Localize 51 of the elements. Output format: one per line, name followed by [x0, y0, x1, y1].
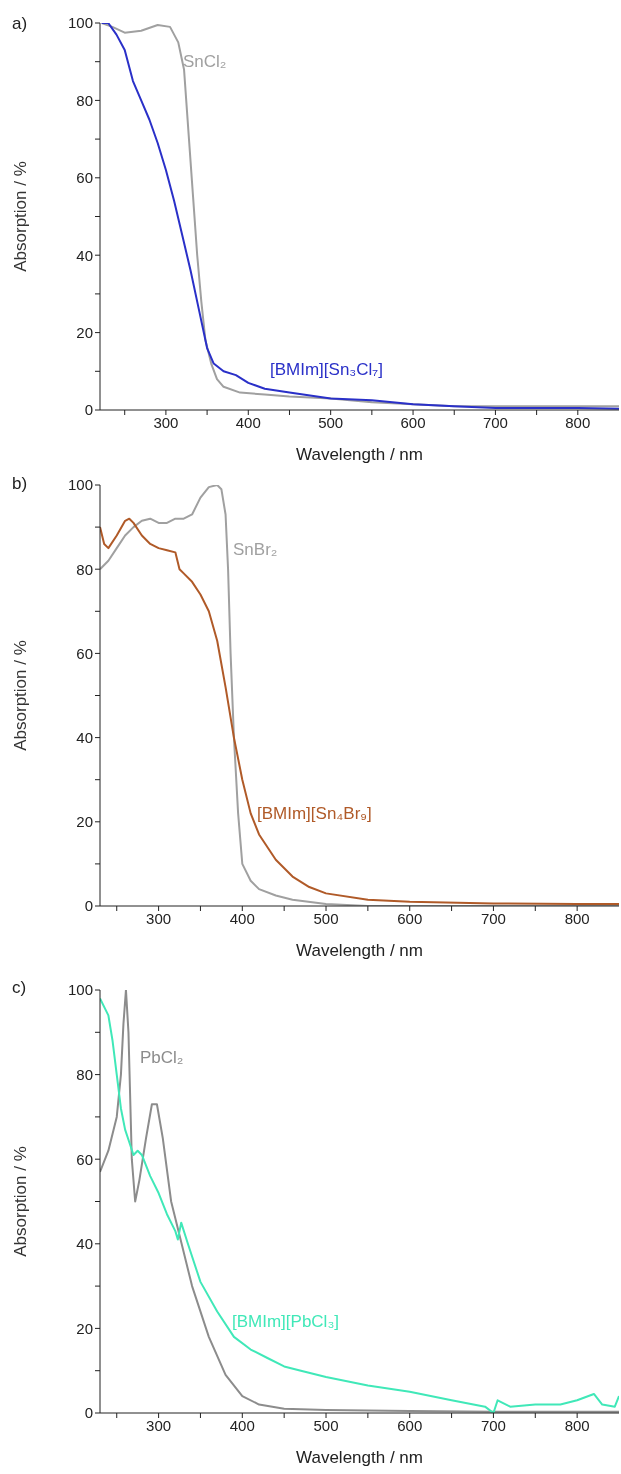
y-tick-label: 100 [67, 981, 93, 999]
y-tick-label: 20 [76, 813, 93, 831]
x-tick-label: 400 [235, 413, 261, 431]
x-tick-label: 500 [313, 909, 339, 927]
y-tick-label: 80 [76, 91, 93, 109]
x-tick-label: 600 [400, 413, 426, 431]
y-tick-label: 60 [76, 644, 93, 662]
y-tick-label: 0 [84, 401, 93, 419]
x-tick-label: 700 [480, 909, 506, 927]
y-tick-label: 20 [76, 323, 93, 341]
x-tick-label: 400 [229, 909, 255, 927]
x-axis-title: Wavelength / nm [296, 445, 423, 464]
x-tick-label: 300 [146, 1416, 172, 1434]
y-axis-title: Absorption / % [11, 640, 31, 751]
y-tick-label: 60 [76, 169, 93, 187]
y-tick-label: 40 [76, 246, 93, 264]
x-tick-label: 800 [564, 1416, 590, 1434]
x-tick-label: 800 [564, 909, 590, 927]
x-axis-title: Wavelength / nm [296, 941, 423, 960]
text: b) [12, 474, 28, 494]
y-axis-title: Absorption / % [11, 161, 31, 272]
x-tick-label: 500 [318, 413, 344, 431]
y-tick-label: 100 [67, 476, 93, 494]
y-tick-label: 20 [76, 1319, 93, 1337]
x-tick-label: 600 [397, 909, 423, 927]
text: a) [12, 14, 28, 34]
y-tick-label: 100 [67, 14, 93, 32]
series-label: PbCl₂ [140, 1048, 184, 1068]
series-label: [BMIm][Sn₄Br₉] [257, 804, 372, 824]
x-tick-label: 500 [313, 1416, 339, 1434]
y-tick-label: 40 [76, 728, 93, 746]
series-label: [BMIm][Sn₃Cl₇] [270, 360, 383, 380]
x-tick-label: 700 [482, 413, 508, 431]
y-tick-label: 40 [76, 1235, 93, 1253]
x-tick-label: 800 [565, 413, 591, 431]
y-tick-label: 80 [76, 560, 93, 578]
series-label: [BMIm][PbCl₃] [232, 1312, 340, 1332]
y-tick-label: 80 [76, 1065, 93, 1083]
series-label: SnCl₂ [183, 52, 227, 72]
series-label: SnBr₂ [233, 540, 278, 560]
x-tick-label: 300 [146, 909, 172, 927]
y-tick-label: 0 [84, 897, 93, 915]
x-axis-title: Wavelength / nm [296, 1448, 423, 1467]
x-tick-label: 400 [229, 1416, 255, 1434]
x-tick-label: 300 [153, 413, 179, 431]
x-tick-label: 700 [480, 1416, 506, 1434]
y-tick-label: 60 [76, 1150, 93, 1168]
x-tick-label: 600 [397, 1416, 423, 1434]
y-axis-title: Absorption / % [11, 1146, 31, 1257]
text: c) [12, 978, 27, 998]
y-tick-label: 0 [84, 1404, 93, 1422]
